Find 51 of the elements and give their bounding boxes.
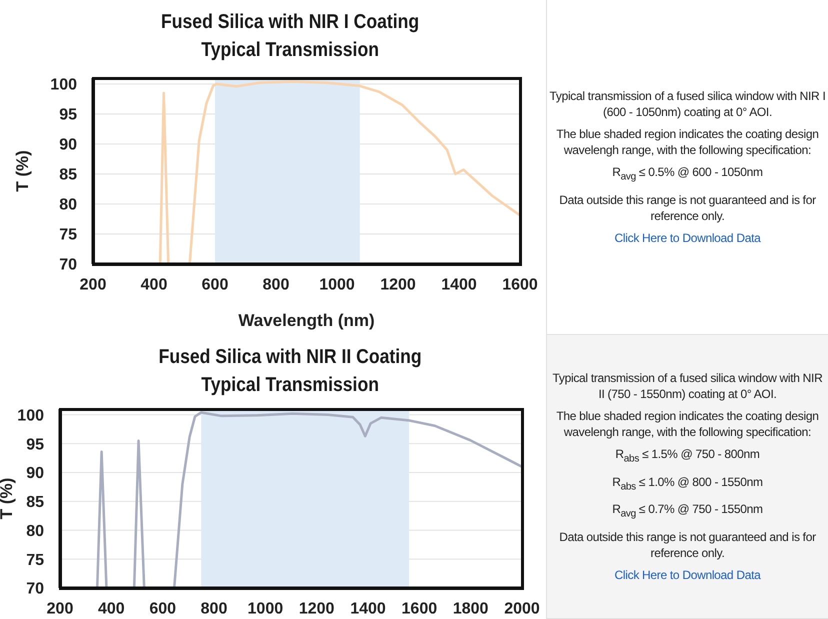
x-tick-label: 1200 <box>380 276 416 294</box>
x-tick-label: 1400 <box>350 600 386 618</box>
y-axis-title: T (%) <box>13 150 32 192</box>
x-tick-label: 800 <box>200 600 228 618</box>
chart-title: Fused Silica with NIR II Coating <box>158 345 423 370</box>
x-tick-label: 600 <box>149 600 176 618</box>
y-tick-label: 100 <box>17 407 44 424</box>
x-tick-label: 1000 <box>248 600 284 618</box>
x-tick-label: 1600 <box>402 600 438 618</box>
y-tick-label: 75 <box>26 552 44 569</box>
y-tick-label: 85 <box>26 494 44 512</box>
y-tick-label: 85 <box>59 166 78 184</box>
x-tick-label: 400 <box>98 600 125 618</box>
y-axis-title: T (%) <box>0 478 16 520</box>
x-tick-label: 1000 <box>319 276 355 294</box>
text: R$_{abs}$ ≤ 1.5% @ 750 - 800nm <box>615 446 760 467</box>
y-tick-label: 100 <box>50 76 78 94</box>
y-tick-label: 70 <box>59 256 78 274</box>
y-tick-label: 75 <box>59 226 78 244</box>
text: Click Here to Download Data <box>614 566 760 583</box>
text: Typical transmission of a fused silica window with NIR II (750 - 1550nm) coating at 0° AOI. <box>552 370 824 402</box>
y-tick-label: 95 <box>26 436 44 454</box>
text: R$_{avg}$ ≤ 0.5% @ 600 - 1050nm <box>612 164 763 185</box>
x-tick-label: 1600 <box>502 276 538 294</box>
x-tick-label: 2000 <box>504 600 540 618</box>
x-tick-label: 400 <box>140 276 168 294</box>
x-tick-label: 800 <box>262 276 290 294</box>
text: Typical transmission of a fused silica window with NIR I (600 - 1050nm) coating at 0° AOI. <box>549 88 826 120</box>
y-tick-label: 95 <box>59 106 78 124</box>
x-tick-label: 600 <box>202 276 228 294</box>
text: R$_{avg}$ ≤ 0.7% @ 750 - 1550nm <box>612 501 763 522</box>
chart-subtitle: Typical Transmission <box>200 373 380 398</box>
text: The blue shaded region indicates the coating design wavelengh range, with the following specification: <box>555 126 820 158</box>
y-tick-label: 80 <box>26 522 44 540</box>
x-tick-label: 1400 <box>441 276 477 294</box>
x-tick-label: 200 <box>46 600 74 618</box>
text: R$_{abs}$ ≤ 1.0% @ 800 - 1550nm <box>612 474 763 494</box>
chart-subtitle: Typical Transmission <box>200 38 380 63</box>
y-tick-label: 80 <box>59 196 78 214</box>
text: Data outside this range is not guaranteed and is for reference only. <box>558 528 817 561</box>
x-tick-label: 1200 <box>298 600 335 618</box>
y-tick-label: 70 <box>26 580 44 598</box>
y-tick-label: 90 <box>59 136 78 154</box>
y-tick-label: 90 <box>26 465 44 482</box>
chart-title: Fused Silica with NIR I Coating <box>160 10 420 35</box>
text: Click Here to Download Data <box>614 230 760 246</box>
x-tick-label: 200 <box>80 276 106 294</box>
x-tick-label: 1800 <box>452 600 489 618</box>
x-axis-title: Wavelength (nm) <box>238 311 375 330</box>
text: Data outside this range is not guaranteed and is for reference only. <box>558 192 817 224</box>
text: The blue shaded region indicates the coating design wavelengh range, with the following specification: <box>555 408 820 440</box>
